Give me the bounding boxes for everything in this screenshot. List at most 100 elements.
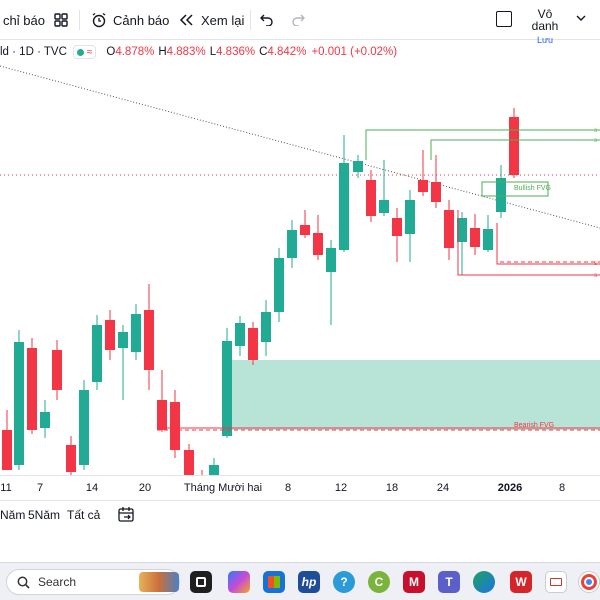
empty-area <box>0 528 600 562</box>
candle-body <box>470 228 480 247</box>
time-tick-label: 7 <box>36 482 44 494</box>
candle-body <box>431 182 441 202</box>
copilot-icon[interactable] <box>228 571 250 593</box>
time-tick-label: 8 <box>284 482 292 494</box>
order-block-zone <box>228 360 600 430</box>
candle-body <box>92 325 102 382</box>
app-green-icon[interactable]: C <box>368 571 390 593</box>
time-tick-label: Tháng Mười hai <box>183 482 263 494</box>
toolbar-divider <box>79 10 80 30</box>
candle-body <box>52 350 62 390</box>
candle-body <box>392 218 402 236</box>
candle-body <box>79 390 89 465</box>
candle-body <box>405 200 415 234</box>
market-open-dot-icon <box>76 48 84 56</box>
bearish-fvg-label: Bearish FVG <box>514 422 554 429</box>
teams-icon[interactable]: T <box>438 571 460 593</box>
candle-body <box>287 230 297 258</box>
symbol-legend: ld · 1D · TVC ≈ O 4.878% H 4.883% L 4.836% … <box>0 44 397 60</box>
undo-icon <box>260 14 273 26</box>
save-layout-button[interactable]: Vô danh Lưu <box>523 8 567 45</box>
support-level <box>457 210 600 276</box>
low-value: 4.836% <box>216 46 256 58</box>
candle-body <box>300 225 310 235</box>
indicators-button[interactable]: chỉ báo <box>3 10 45 30</box>
candle-body <box>118 332 128 348</box>
candle-body <box>261 312 271 342</box>
undo-button[interactable] <box>260 10 274 30</box>
time-tick-label: 12 <box>334 482 348 494</box>
symbol-title[interactable]: ld · 1D · TVC <box>0 46 67 58</box>
level-tag: s <box>594 261 597 267</box>
layouts-button[interactable] <box>54 10 68 30</box>
range-5y-button[interactable]: 5Năm <box>28 508 61 522</box>
candle-body <box>326 248 336 272</box>
chart-background <box>0 65 600 430</box>
change-value: +0.001 (+0.02%) <box>311 46 398 58</box>
close-label: C <box>259 46 268 58</box>
task-view-icon[interactable] <box>190 571 212 593</box>
bullish-fvg-label: Bullish FVG <box>514 185 551 192</box>
grid-icon <box>54 13 68 27</box>
mail-icon[interactable] <box>545 571 567 593</box>
level-tag: s <box>594 128 597 134</box>
approx-icon: ≈ <box>86 46 93 58</box>
replay-label: Xem lại <box>201 12 245 28</box>
microsoft-store-icon[interactable] <box>263 571 285 593</box>
market-status-badge[interactable]: ≈ <box>72 45 97 59</box>
save-label: Lưu <box>536 35 554 45</box>
calendar-goto-icon[interactable] <box>117 506 135 524</box>
wps-icon[interactable]: W <box>510 571 532 593</box>
candle-body <box>418 180 428 192</box>
candle-body <box>2 430 12 470</box>
resistance-level <box>365 129 600 160</box>
time-axis[interactable]: 11 7 14 20 Tháng Mười hai 8 12 18 24 2026 8 <box>0 475 600 499</box>
candle-body <box>40 412 50 428</box>
support-level <box>496 223 600 265</box>
resistance-level <box>430 139 600 160</box>
candle-body <box>222 341 232 436</box>
layout-square-icon[interactable] <box>496 11 512 27</box>
taskbar-search[interactable]: Search <box>6 569 180 595</box>
candle-body <box>170 402 180 450</box>
candle-body <box>496 178 506 212</box>
candle-body <box>248 328 258 360</box>
time-tick-label: 24 <box>436 482 450 494</box>
search-highlight-image <box>139 572 179 592</box>
candle-body <box>105 320 115 350</box>
high-label: H <box>158 46 167 58</box>
level-tag: s <box>594 273 597 279</box>
candle-body <box>66 445 76 472</box>
hp-icon[interactable]: hp <box>298 571 320 593</box>
candle-body <box>157 400 167 430</box>
candle-body <box>144 310 154 370</box>
edge-icon[interactable] <box>473 571 495 593</box>
candle-body <box>235 323 245 346</box>
candle-body <box>509 117 519 175</box>
time-tick-label: 11 <box>0 482 12 494</box>
replay-button[interactable]: Xem lại <box>179 10 244 30</box>
chrome-icon[interactable] <box>578 571 600 593</box>
indicators-label: chỉ báo <box>3 12 45 28</box>
high-value: 4.883% <box>166 46 206 58</box>
range-all-button[interactable]: Tất cả <box>67 508 101 522</box>
candle-body <box>131 314 141 352</box>
range-bar: Năm 5Năm Tất cả <box>0 500 600 528</box>
range-1y-button[interactable]: Năm <box>0 508 26 522</box>
time-tick-label: 18 <box>385 482 399 494</box>
alerts-button[interactable]: Cảnh báo <box>91 10 169 30</box>
candle-body <box>274 258 284 312</box>
candle-body <box>184 450 194 475</box>
candles <box>2 108 519 475</box>
mcafee-icon[interactable]: M <box>403 571 425 593</box>
redo-icon <box>292 14 305 26</box>
bullish-fvg-box <box>481 181 549 197</box>
candle-body <box>379 200 389 213</box>
help-icon[interactable]: ? <box>333 571 355 593</box>
search-placeholder: Search <box>38 575 77 589</box>
redo-button[interactable] <box>291 10 305 30</box>
chevron-down-icon[interactable] <box>576 15 586 21</box>
